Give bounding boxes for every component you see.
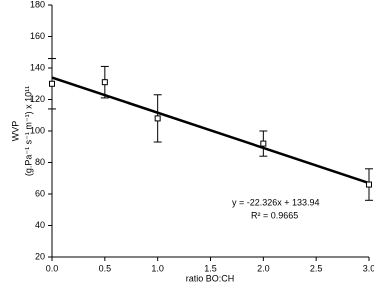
x-tick-label: 2.5 bbox=[310, 263, 323, 273]
y-tick-label: 20 bbox=[35, 251, 45, 261]
y-axis-units: (g.Pa⁻¹ s⁻¹ m⁻¹) x 10¹¹ bbox=[23, 86, 33, 176]
x-tick-label: 1.0 bbox=[151, 263, 164, 273]
point bbox=[260, 140, 267, 147]
x-tick-label: 1.5 bbox=[204, 263, 217, 273]
point bbox=[101, 79, 108, 86]
y-tick-label: 100 bbox=[30, 125, 45, 135]
y-axis-label: WVP bbox=[10, 121, 20, 142]
x-tick-label: 2.0 bbox=[257, 263, 270, 273]
r-squared: R² = 0.9665 bbox=[251, 210, 298, 220]
y-tick-label: 160 bbox=[30, 31, 45, 41]
y-tick-label: 60 bbox=[35, 188, 45, 198]
x-tick-label: 0.5 bbox=[99, 263, 112, 273]
y-tick-label: 180 bbox=[30, 0, 45, 9]
y-tick-label: 140 bbox=[30, 62, 45, 72]
x-axis-label: ratio BO:CH bbox=[186, 273, 235, 283]
point bbox=[49, 80, 55, 87]
trend-equation: y = -22.326x + 133.94 bbox=[232, 197, 320, 207]
point bbox=[154, 115, 161, 122]
point bbox=[366, 181, 372, 188]
y-tick-label: 120 bbox=[30, 94, 45, 104]
x-tick-label: 3.0 bbox=[363, 263, 374, 273]
y-tick-label: 40 bbox=[35, 220, 45, 230]
x-tick-label: 0.0 bbox=[46, 263, 59, 273]
y-tick-label: 80 bbox=[35, 157, 45, 167]
trend-line bbox=[51, 76, 370, 185]
